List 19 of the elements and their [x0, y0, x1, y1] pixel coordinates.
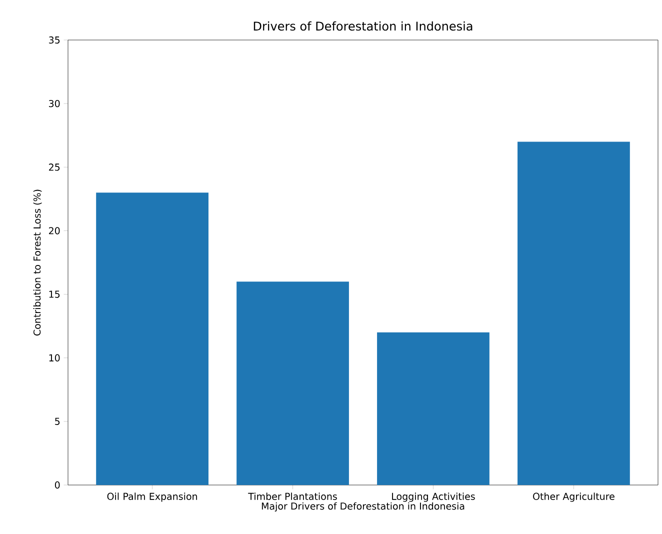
y-axis-title: Contribution to Forest Loss (%) [33, 190, 42, 336]
x-tick-label: Other Agriculture [533, 492, 614, 502]
bar [236, 282, 349, 485]
x-tick-label: Timber Plantations [248, 492, 337, 500]
y-tick-label: 25 [48, 164, 60, 171]
bar [96, 192, 208, 485]
y-tick-label: 5 [55, 418, 60, 425]
x-axis-title: Major Drivers of Deforestation in Indonesia [262, 502, 464, 512]
y-tick-label: 30 [49, 100, 60, 108]
chart-title: Drivers of Deforestation in Indonesia [254, 21, 472, 31]
x-tick-label: Oil Palm Expansion [107, 492, 198, 502]
y-tick-label: 35 [49, 36, 60, 44]
y-tick-label: 10 [49, 354, 60, 362]
x-tick-label: Logging Activities [392, 492, 475, 502]
y-tick-label: 15 [49, 290, 60, 298]
y-tick-label: 0 [54, 481, 60, 489]
y-tick-label: 20 [48, 227, 60, 234]
bar [518, 142, 630, 485]
bar [377, 332, 490, 485]
